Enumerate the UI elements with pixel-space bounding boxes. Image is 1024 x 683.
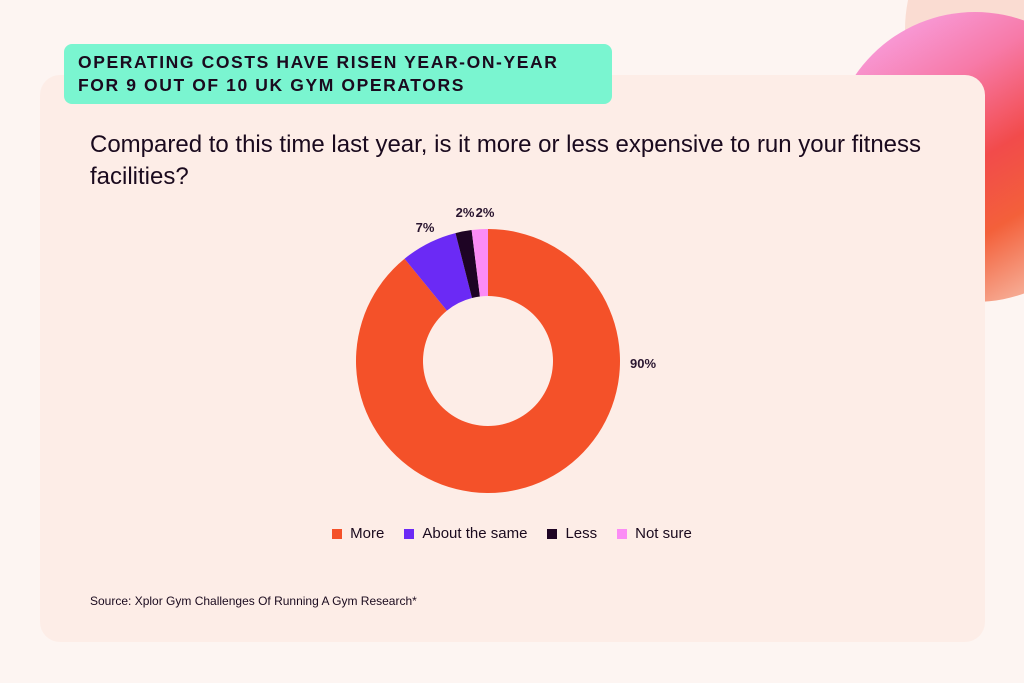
legend-item: Not sure	[617, 525, 692, 542]
slice-more	[356, 229, 620, 493]
legend-swatch	[332, 528, 343, 539]
headline-line-2: FOR 9 OUT OF 10 UK GYM OPERATORS	[78, 75, 465, 95]
legend-item: About the same	[404, 525, 527, 542]
headline-line-1: OPERATING COSTS HAVE RISEN YEAR-ON-YEAR	[78, 52, 559, 72]
legend-item: Less	[547, 525, 597, 542]
data-label: 90%	[630, 356, 656, 371]
legend-label: About the same	[422, 525, 528, 542]
headline-badge: OPERATING COSTS HAVE RISEN YEAR-ON-YEAR …	[64, 44, 612, 104]
legend-label: Less	[565, 525, 598, 542]
data-label: 2%	[456, 205, 475, 220]
slice-about-the-same	[404, 233, 472, 311]
legend-item: More	[332, 525, 384, 542]
data-label: 2%	[476, 205, 495, 220]
question-title: Compared to this time last year, is it m…	[90, 131, 922, 190]
source-note: Source: Xplor Gym Challenges Of Running …	[90, 594, 417, 608]
legend-swatch	[547, 528, 558, 539]
card	[40, 75, 985, 642]
legend-label: More	[350, 525, 385, 542]
slice-not-sure	[471, 229, 488, 297]
data-label: 7%	[416, 220, 435, 235]
legend-label: Not sure	[635, 525, 692, 542]
legend-swatch	[617, 528, 628, 539]
legend-swatch	[404, 528, 415, 539]
legend: More About the same Less Not sure	[0, 525, 1024, 542]
slice-less	[455, 230, 480, 299]
